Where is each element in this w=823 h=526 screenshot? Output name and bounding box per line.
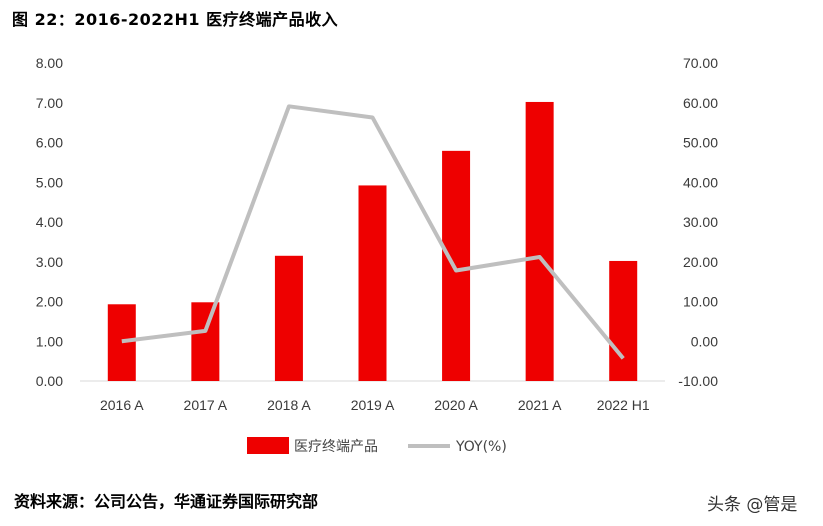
left-tick-label: 1.00 xyxy=(36,333,63,349)
right-tick-label: 30.00 xyxy=(683,214,718,230)
right-tick-label: 60.00 xyxy=(683,95,718,111)
legend: 医疗终端产品 YOY(%) xyxy=(247,437,507,455)
right-tick-label: 0.00 xyxy=(691,333,718,349)
x-tick-label: 2017 A xyxy=(184,397,228,413)
left-tick-label: 4.00 xyxy=(36,214,63,230)
legend-label-line: YOY(%) xyxy=(455,439,507,455)
x-tick-label: 2020 A xyxy=(434,397,478,413)
x-axis: 2016 A 2017 A 2018 A 2019 A 2020 A 2021 A 2022… xyxy=(100,397,650,413)
left-tick-label: 7.00 xyxy=(36,95,63,111)
left-tick-label: 0.00 xyxy=(36,373,63,389)
bar xyxy=(358,185,387,381)
left-tick-label: 2.00 xyxy=(36,294,63,310)
right-tick-label: 70.00 xyxy=(683,55,718,71)
x-tick-label: 2021 A xyxy=(518,397,562,413)
x-tick-label: 2016 A xyxy=(100,397,144,413)
x-tick-label: 2018 A xyxy=(267,397,311,413)
bar xyxy=(609,260,638,381)
x-tick-label: 2019 A xyxy=(351,397,395,413)
right-tick-label: 50.00 xyxy=(683,135,718,151)
left-tick-label: 5.00 xyxy=(36,174,63,190)
bar xyxy=(191,302,220,381)
left-tick-label: 8.00 xyxy=(36,55,63,71)
right-axis: -10.00 0.00 10.00 20.00 30.00 40.00 50.00 60.00… xyxy=(678,55,718,389)
bar-series xyxy=(107,101,638,381)
right-tick-label: 10.00 xyxy=(683,294,718,310)
source-note: 资料来源：公司公告，华通证券国际研究部 xyxy=(14,492,319,511)
right-tick-label: 40.00 xyxy=(683,174,718,190)
left-tick-label: 3.00 xyxy=(36,254,63,270)
left-axis: 0.00 1.00 2.00 3.00 4.00 5.00 6.00 7.00 8.00 xyxy=(36,55,63,389)
legend-swatch-bars xyxy=(247,437,289,454)
bar xyxy=(442,150,471,381)
line-series xyxy=(121,104,625,360)
x-tick-label: 2022 H1 xyxy=(597,397,650,413)
bar xyxy=(274,255,303,381)
left-tick-label: 6.00 xyxy=(36,135,63,151)
watermark: 头条 @管是 xyxy=(707,495,798,515)
chart-title: 图 22：2016-2022H1 医疗终端产品收入 xyxy=(12,10,339,29)
right-tick-label: 20.00 xyxy=(683,254,718,270)
legend-label-bars: 医疗终端产品 xyxy=(294,439,378,455)
right-tick-label: -10.00 xyxy=(678,373,718,389)
bar xyxy=(107,304,136,381)
bar xyxy=(525,101,554,381)
